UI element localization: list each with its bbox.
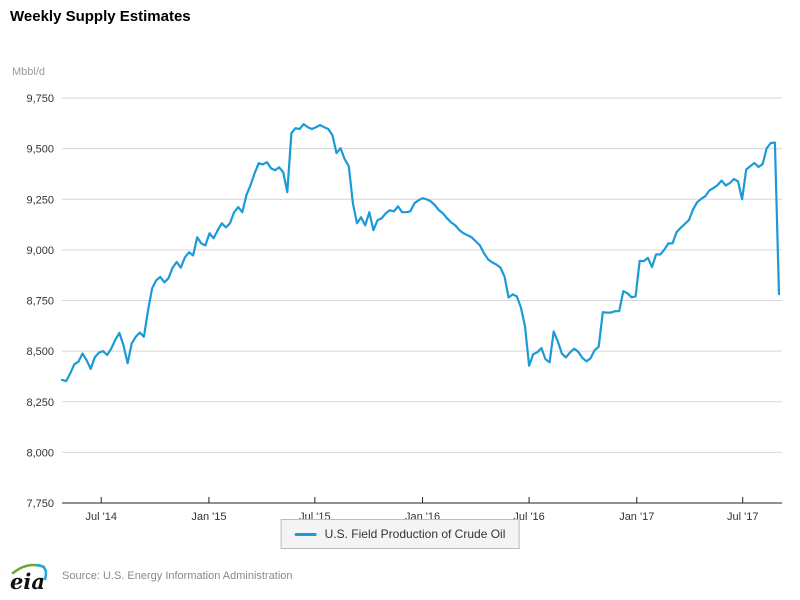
y-tick-label: 9,250	[26, 194, 54, 206]
eia-logo-blue-arc	[35, 563, 48, 581]
source-text: Source: U.S. Energy Information Administ…	[62, 570, 293, 582]
chart-title: Weekly Supply Estimates	[10, 8, 191, 25]
y-tick-label: 9,000	[26, 245, 54, 257]
y-tick-label: 8,500	[26, 346, 54, 358]
legend: U.S. Field Production of Crude Oil	[280, 519, 520, 549]
x-tick-label: Jan '17	[619, 511, 654, 523]
x-tick-label: Jul '16	[513, 511, 544, 523]
y-tick-label: 9,750	[26, 93, 54, 105]
y-tick-label: 7,750	[26, 498, 54, 510]
eia-logo-text: eia	[10, 569, 45, 594]
y-tick-label: 8,000	[26, 447, 54, 459]
chart-svg: 7,750 8,000 8,250 8,500 8,750 9,000 9,250 9,500…	[26, 93, 782, 523]
production-line-path	[60, 123, 781, 383]
x-tick-label: Jan '15	[191, 511, 226, 523]
x-tick-label: Jul '17	[727, 511, 758, 523]
footer: eia Source: U.S. Energy Information Admi…	[8, 558, 293, 594]
y-axis-unit-label: Mbbl/d	[12, 66, 46, 78]
legend-line-swatch	[294, 532, 317, 536]
y-tick-label: 9,500	[26, 144, 54, 156]
legend-item-crude-oil[interactable]: U.S. Field Production of Crude Oil	[294, 527, 506, 541]
legend-label: U.S. Field Production of Crude Oil	[324, 527, 506, 541]
eia-logo: eia	[10, 563, 48, 594]
x-tick-label: Jul '14	[85, 511, 116, 523]
y-tick-label: 8,750	[26, 296, 54, 308]
y-tick-label: 8,250	[26, 397, 54, 409]
